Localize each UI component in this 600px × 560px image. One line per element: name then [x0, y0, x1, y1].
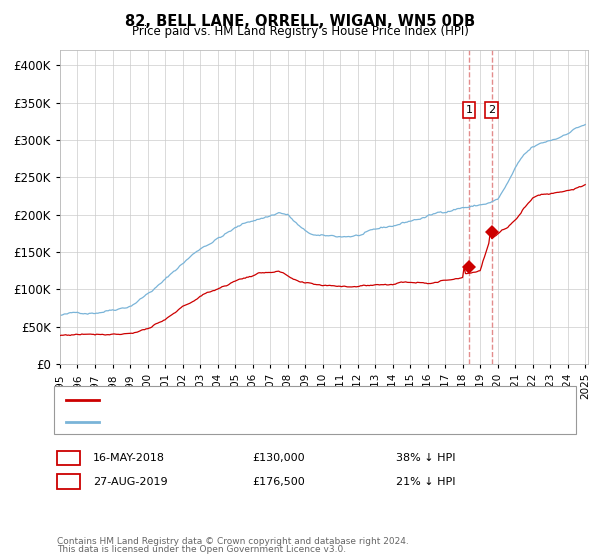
Text: 16-MAY-2018: 16-MAY-2018: [93, 453, 165, 463]
Text: £176,500: £176,500: [252, 477, 305, 487]
Text: 2: 2: [65, 477, 72, 487]
Text: 82, BELL LANE, ORRELL, WIGAN, WN5 0DB: 82, BELL LANE, ORRELL, WIGAN, WN5 0DB: [125, 14, 475, 29]
Text: 82, BELL LANE, ORRELL, WIGAN, WN5 0DB (detached house): 82, BELL LANE, ORRELL, WIGAN, WN5 0DB (d…: [105, 395, 422, 405]
Text: HPI: Average price, detached house, Wigan: HPI: Average price, detached house, Wiga…: [105, 417, 331, 427]
Text: 21% ↓ HPI: 21% ↓ HPI: [396, 477, 455, 487]
Text: 2: 2: [488, 105, 495, 115]
Text: Contains HM Land Registry data © Crown copyright and database right 2024.: Contains HM Land Registry data © Crown c…: [57, 537, 409, 546]
Text: £130,000: £130,000: [252, 453, 305, 463]
Text: Price paid vs. HM Land Registry's House Price Index (HPI): Price paid vs. HM Land Registry's House …: [131, 25, 469, 38]
Text: 1: 1: [466, 105, 473, 115]
Text: 38% ↓ HPI: 38% ↓ HPI: [396, 453, 455, 463]
Text: This data is licensed under the Open Government Licence v3.0.: This data is licensed under the Open Gov…: [57, 545, 346, 554]
Text: 1: 1: [65, 453, 72, 463]
Text: 27-AUG-2019: 27-AUG-2019: [93, 477, 167, 487]
